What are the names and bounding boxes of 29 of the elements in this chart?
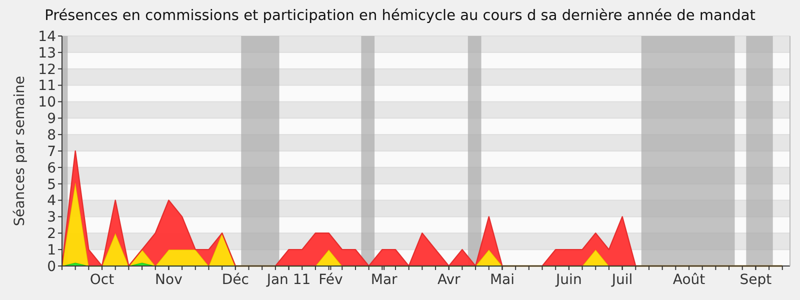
y-tick-label: 12 bbox=[38, 62, 56, 78]
y-tick-label: 0 bbox=[47, 258, 56, 275]
chart-title: Présences en commissions et participation en hémicycle au cours d sa dernière année de mandat bbox=[44, 8, 756, 24]
x-tick-label: Déc bbox=[222, 272, 249, 288]
x-tick-label: Jan 11 bbox=[266, 272, 311, 288]
y-tick-label: 9 bbox=[47, 111, 56, 128]
x-tick-label: Mar bbox=[370, 272, 398, 288]
x-tick-label: Juil bbox=[610, 272, 633, 288]
y-axis-title: Séances par semaine bbox=[12, 76, 28, 226]
y-tick-label: 5 bbox=[47, 176, 56, 193]
x-tick-label: Sept bbox=[740, 272, 772, 288]
y-tick-label: 2 bbox=[47, 226, 56, 242]
y-tick-label: 6 bbox=[47, 160, 56, 176]
x-tick-label: Août bbox=[672, 272, 706, 288]
x-tick-label: Oct bbox=[90, 272, 115, 288]
y-tick-label: 7 bbox=[47, 144, 56, 160]
y-tick-label: 4 bbox=[47, 193, 56, 210]
x-tick-label: Mai bbox=[490, 272, 515, 288]
y-tick-label: 10 bbox=[38, 94, 56, 111]
y-tick-label: 13 bbox=[38, 45, 56, 62]
x-tick-label: Juin bbox=[555, 272, 582, 288]
y-tick-label: 11 bbox=[38, 78, 56, 94]
y-tick-label: 1 bbox=[47, 242, 56, 258]
x-tick-label: Nov bbox=[155, 272, 182, 288]
y-tick-label: 14 bbox=[38, 28, 56, 45]
y-tick-label: 3 bbox=[47, 210, 56, 226]
x-tick-label: Avr bbox=[437, 272, 461, 288]
y-tick-label: 8 bbox=[47, 127, 56, 144]
x-tick-label: Fév bbox=[318, 272, 343, 288]
